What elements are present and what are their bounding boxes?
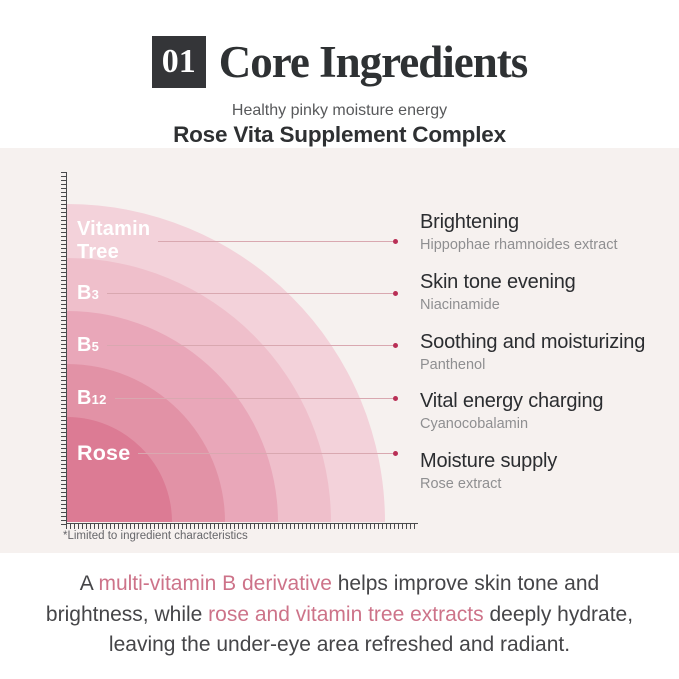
benefit-ingredient-b12: Cyanocobalamin — [420, 416, 529, 432]
ring-label-rose: Rose — [77, 440, 131, 465]
leader-dot-b12 — [393, 395, 398, 401]
description-segment-4: deeply hydrate, leaving the under-eye ar… — [108, 602, 634, 657]
ring-label-b12: B12 — [77, 386, 107, 409]
description-segment-3: rose and vitamin tree extracts — [208, 602, 484, 626]
chart-row-b5: B5 — [77, 321, 398, 369]
benefit-b3: Skin tone evening Niacinamide — [420, 271, 576, 313]
complex-subtitle: Rose Vita Supplement Complex — [173, 122, 506, 147]
leader-line-b12 — [114, 397, 393, 399]
leader-dot-b3 — [393, 290, 398, 296]
leader-dot-rose — [393, 450, 398, 456]
leader-dot-b5 — [393, 342, 398, 348]
chart-row-b3: B3 — [77, 269, 398, 317]
page-title: Core Ingredients — [218, 37, 529, 87]
description-paragraph: A multi-vitamin B derivative helps impro… — [0, 569, 679, 661]
description-text: A multi-vitamin B derivative helps impro… — [34, 569, 645, 661]
x-axis-line — [66, 523, 418, 524]
benefit-b12: Vital energy charging Cyanocobalamin — [420, 390, 604, 432]
chart-row-vitamin-tree: Vitamin Tree — [77, 217, 398, 265]
benefit-heading-vitamin-tree: Brightening — [420, 211, 519, 233]
benefit-ingredient-b3: Niacinamide — [420, 297, 500, 313]
benefit-ingredient-vitamin-tree: Hippophae rhamnoides extract — [420, 237, 618, 253]
benefit-vitamin-tree: Brightening Hippophae rhamnoides extract — [420, 211, 617, 253]
benefit-heading-b12: Vital energy charging — [420, 390, 604, 412]
benefit-heading-b3: Skin tone evening — [420, 271, 576, 293]
leader-line-b5 — [107, 344, 393, 346]
leader-line-vitamin-tree — [158, 240, 393, 242]
section-number: 01 — [161, 43, 196, 80]
benefit-b5: Soothing and moisturizing Panthenol — [420, 331, 645, 373]
description-segment-0: A — [79, 572, 99, 595]
section-number-badge: 01 — [151, 36, 206, 88]
benefit-heading-rose: Moisture supply — [420, 450, 558, 472]
footnote: *Limited to ingredient characteristics — [63, 530, 248, 542]
leader-line-rose — [138, 452, 393, 454]
benefit-ingredient-rose: Rose extract — [420, 476, 502, 492]
y-axis-line — [66, 172, 67, 525]
y-axis-ticks — [61, 172, 66, 525]
benefit-heading-b5: Soothing and moisturizing — [420, 331, 646, 353]
ring-label-b5: B5 — [77, 333, 100, 356]
leader-line-b3 — [107, 292, 393, 294]
description-segment-2: helps improve skin tone and brightness, … — [45, 572, 600, 626]
tagline: Healthy pinky moisture energy — [231, 102, 448, 119]
description-segment-1: multi-vitamin B derivative — [98, 572, 332, 595]
ring-label-b3: B3 — [77, 281, 100, 304]
benefit-ingredient-b5: Panthenol — [420, 357, 486, 373]
chart-row-b12: B12 — [77, 374, 398, 422]
header: 01 Core Ingredients — [0, 36, 679, 88]
x-axis-ticks — [66, 524, 418, 529]
ring-label-vitamin-tree: Vitamin Tree — [77, 218, 151, 263]
benefit-rose: Moisture supply Rose extract — [420, 450, 557, 492]
leader-dot-vitamin-tree — [393, 238, 398, 244]
chart-row-rose: Rose — [77, 429, 398, 477]
